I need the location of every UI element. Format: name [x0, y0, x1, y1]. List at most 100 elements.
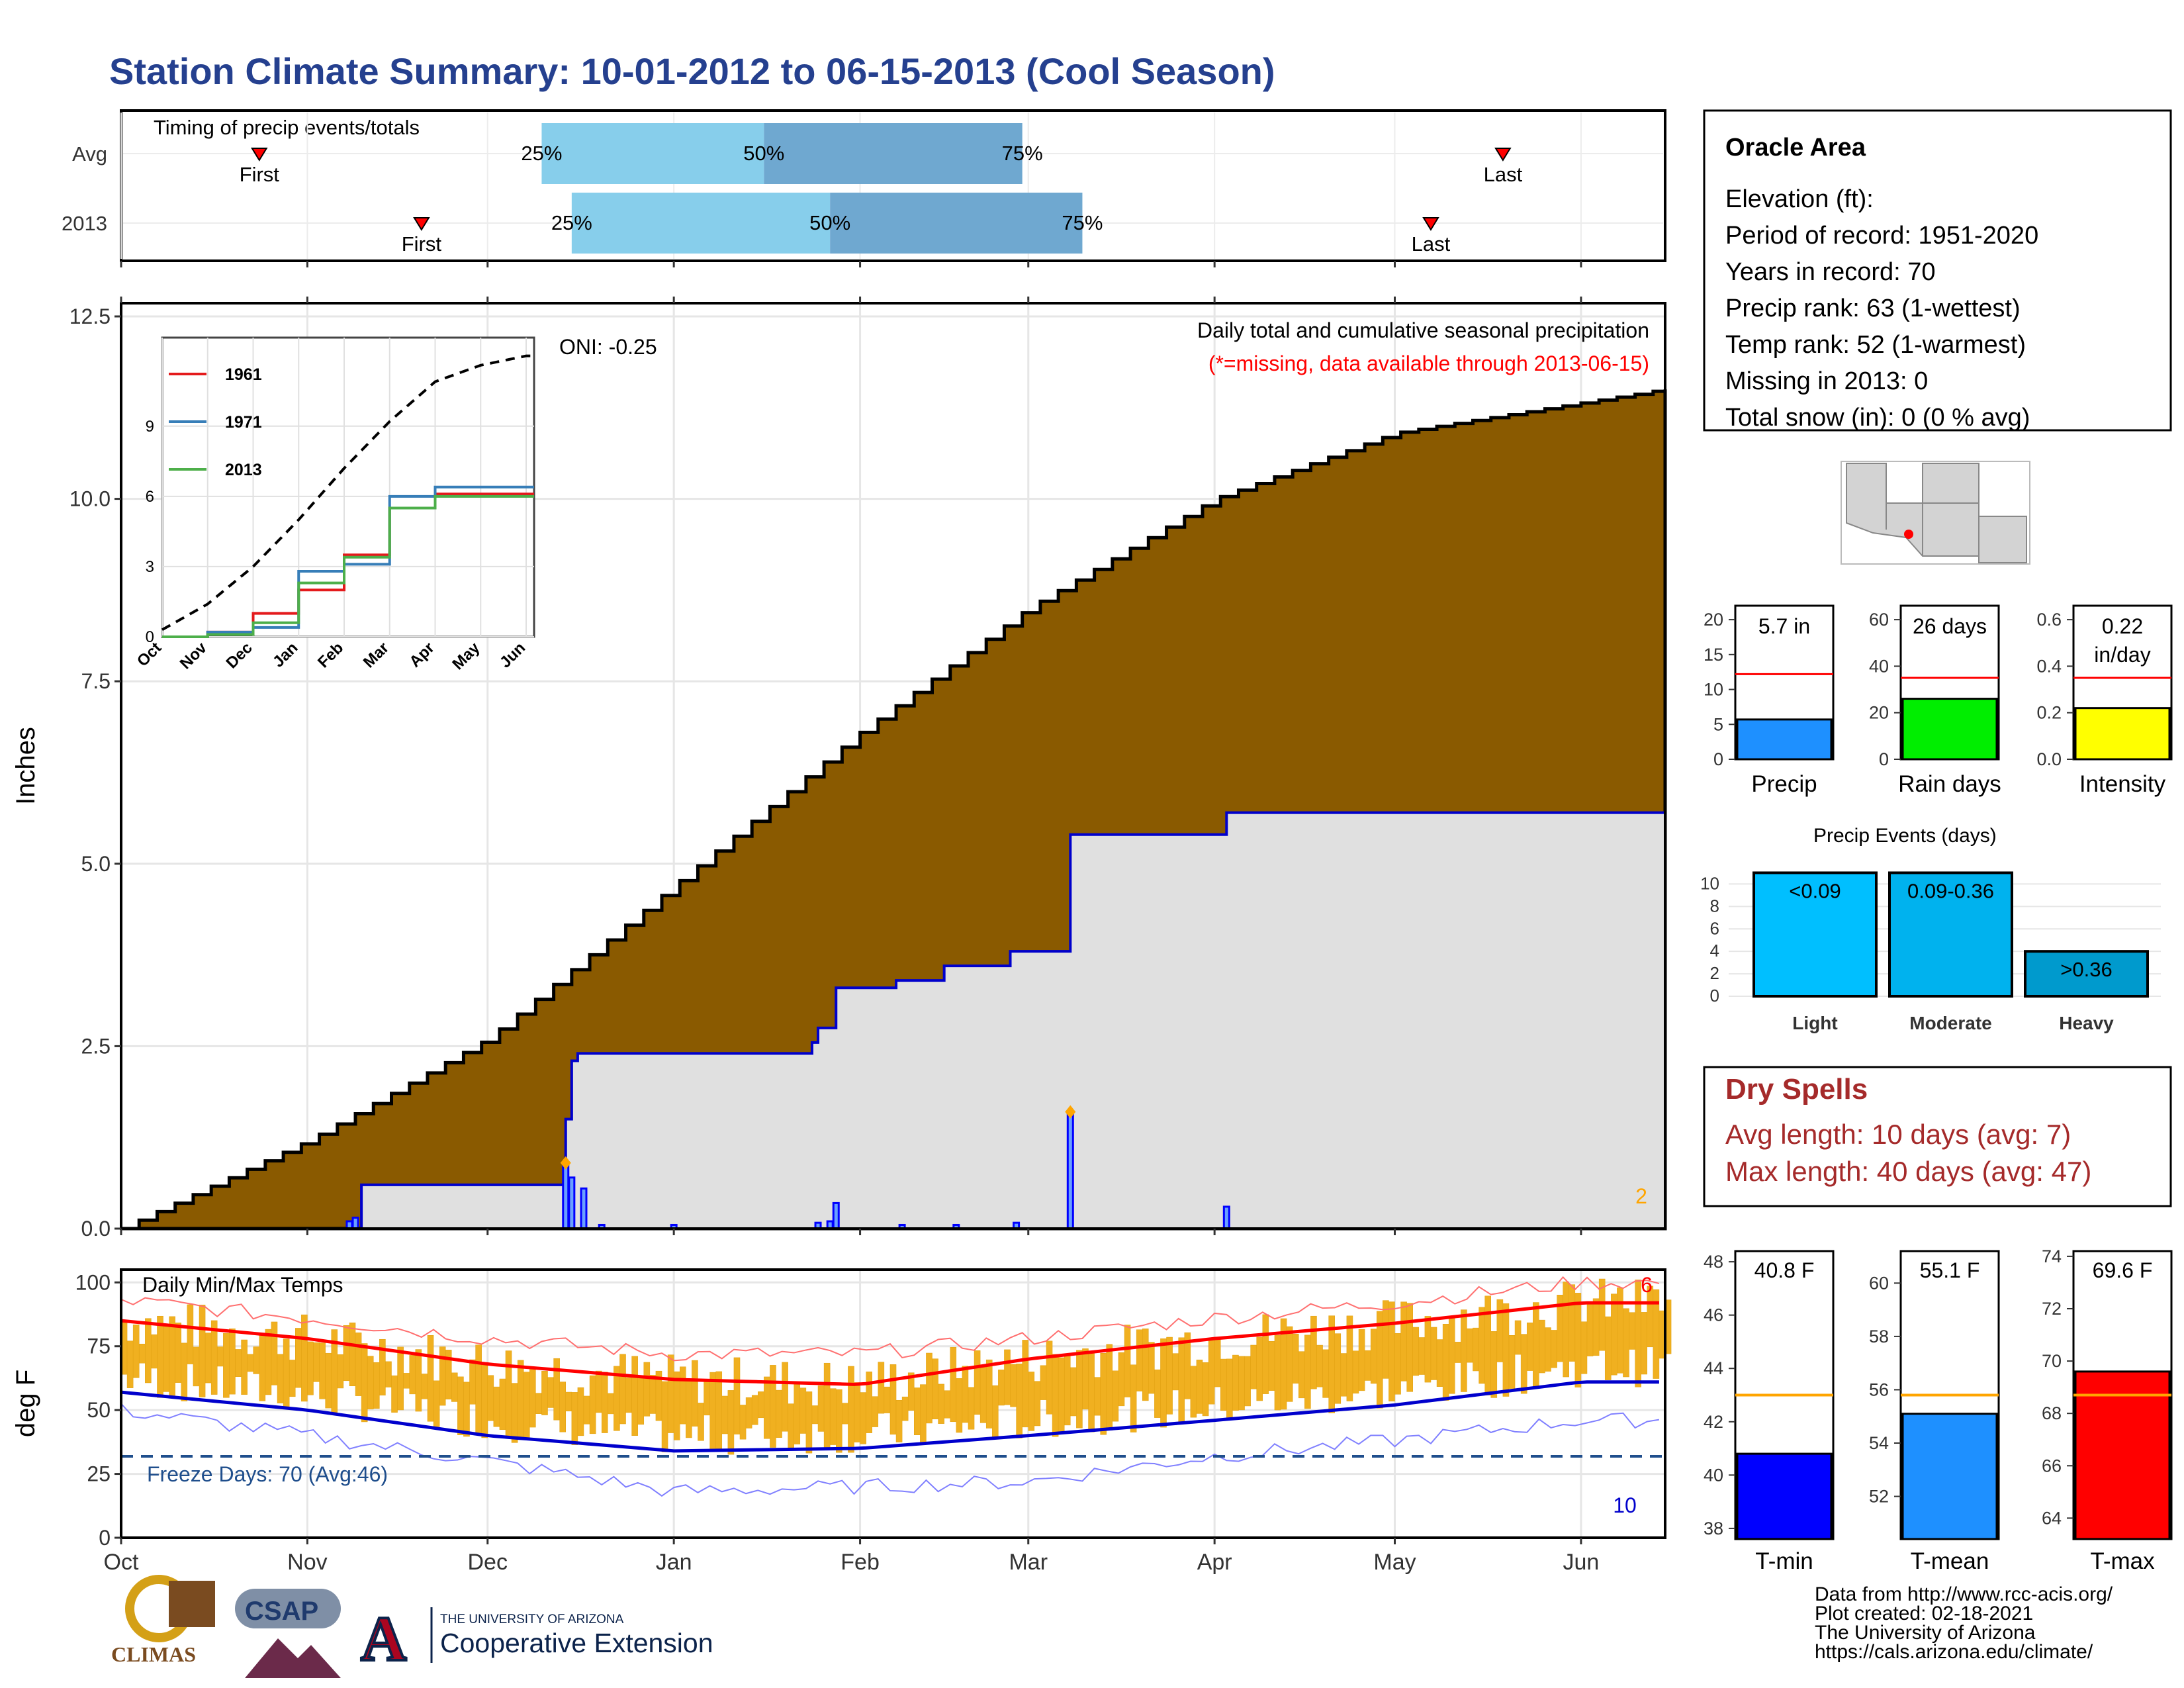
temp-daily-bar: [764, 1376, 770, 1439]
temp-daily-bar: [1046, 1340, 1053, 1415]
precip-event-bar: [1888, 871, 2013, 998]
temp-daily-bar: [799, 1387, 807, 1434]
temp-daily-bar: [439, 1346, 446, 1406]
temp-daily-bar: [126, 1340, 134, 1388]
temp-summary-y-tick-label: 38: [1704, 1519, 1723, 1538]
events-y-tick-label: 8: [1710, 896, 1719, 915]
temp-x-tick-label: Apr: [1197, 1550, 1232, 1575]
avg-low-line: [120, 1380, 1659, 1453]
precip-event-bar: [1752, 871, 1878, 998]
temp-daily-bar: [1220, 1358, 1227, 1411]
precip-event-bar-text: >0.36: [2060, 958, 2112, 981]
temp-daily-bar: [535, 1393, 542, 1414]
summary-y-tick-label: 0.2: [2036, 703, 2062, 723]
ua-logo: A THE UNIVERSITY OF ARIZONA Cooperative …: [359, 1602, 713, 1675]
temp-daily-bar: [1094, 1377, 1101, 1416]
temp-daily-bar: [1442, 1324, 1449, 1401]
precip-events-chart: Precip Events (days) 0 24 6 8 10 <0.09 Light 0.…: [1700, 825, 2161, 1033]
temp-summary-y-tick-label: 42: [1704, 1412, 1723, 1432]
temp-daily-bar: [223, 1333, 230, 1398]
temp-daily-bar: [848, 1366, 854, 1453]
summary-y-tick-label: 20: [1869, 703, 1889, 723]
temp-daily-bar: [1268, 1340, 1275, 1391]
dry-spells-box: Dry Spells Avg length: 10 days (avg: 7) …: [1703, 1066, 2172, 1207]
cold-days-count: 10: [1613, 1493, 1637, 1517]
precip-frame-border: [120, 302, 1666, 1230]
temp-daily-bar: [487, 1375, 494, 1421]
temp-daily-bar: [169, 1316, 175, 1396]
dry-spells-avg: Avg length: 10 days (avg: 7): [1725, 1119, 2071, 1150]
temp-daily-bar: [415, 1349, 422, 1412]
temp-daily-bar: [1286, 1326, 1293, 1402]
temp-daily-bar: [1184, 1332, 1191, 1399]
temp-daily-bar: [1580, 1321, 1588, 1374]
inset-y-tick-label: 0: [146, 628, 154, 646]
temp-daily-bar: [1136, 1329, 1143, 1391]
footer-line-1: Data from http://www.rcc-acis.org/: [1815, 1583, 2113, 1605]
temp-daily-bar: [271, 1321, 278, 1385]
temp-daily-bar: [608, 1393, 614, 1415]
temp-daily-bar: [1340, 1353, 1347, 1397]
temp-daily-bar: [1334, 1333, 1342, 1404]
temp-daily-bar: [1244, 1356, 1251, 1407]
temp-summary-bar: [1901, 1413, 1998, 1540]
temp-daily-bar: [505, 1350, 512, 1437]
temp-daily-bar: [860, 1392, 866, 1444]
temp-daily-bar: [1076, 1350, 1083, 1429]
temp-daily-bar: [589, 1375, 596, 1434]
temp-daily-bar: [427, 1335, 434, 1422]
temp-daily-bar: [313, 1342, 320, 1382]
temp-daily-bar: [541, 1370, 548, 1415]
temp-daily-bar: [481, 1363, 488, 1438]
temp-daily-bar: [727, 1390, 735, 1455]
temp-daily-bar: [457, 1376, 464, 1435]
temp-daily-bar: [739, 1405, 747, 1440]
temp-summary-bar: [2074, 1370, 2171, 1540]
temp-daily-bar: [1142, 1328, 1149, 1401]
temp-daily-bar: [944, 1390, 950, 1419]
temp-daily-bar: [1274, 1335, 1281, 1411]
temp-summary-y-tick-label: 74: [2042, 1246, 2062, 1266]
station-info-frame: [1703, 109, 2172, 432]
temp-daily-bar: [1238, 1356, 1245, 1411]
temp-daily-bar: [475, 1344, 482, 1434]
temp-daily-bar: [829, 1388, 837, 1445]
temp-daily-bar: [559, 1382, 567, 1432]
temp-daily-bar: [145, 1318, 152, 1383]
temp-daily-bar: [1430, 1327, 1437, 1380]
temp-daily-bar: [325, 1352, 332, 1409]
precip-note-1: Daily total and cumulative seasonal prec…: [1197, 318, 1649, 342]
temp-daily-bar: [1250, 1344, 1257, 1389]
temp-daily-bar: [998, 1370, 1005, 1406]
temp-daily-bar: [361, 1343, 368, 1423]
page-title: Station Climate Summary: 10-01-2012 to 0…: [109, 50, 1275, 92]
locator-map: [1841, 461, 2030, 565]
timing-event-marker: [1422, 217, 1439, 231]
temp-x-tick-label: Oct: [104, 1550, 139, 1575]
station-elevation: Elevation (ft):: [1725, 185, 1874, 213]
temp-daily-bar: [1292, 1333, 1299, 1384]
inset-legend: 1961 1971 2013: [169, 365, 262, 479]
temp-daily-bar: [1406, 1303, 1413, 1392]
temp-daily-bar: [210, 1320, 218, 1395]
csap-logo: CSAP: [235, 1589, 341, 1678]
temp-daily-bar: [1569, 1284, 1576, 1362]
temp-daily-bar: [193, 1346, 200, 1387]
temp-daily-bar: [637, 1376, 645, 1425]
temp-daily-bar: [403, 1373, 410, 1389]
max-precip-marker: [560, 1156, 571, 1170]
temp-daily-bar: [625, 1377, 632, 1413]
temp-daily-bar: [301, 1314, 308, 1402]
temp-daily-bar: [1611, 1293, 1617, 1376]
timing-bar-upper: [830, 193, 1083, 254]
temp-daily-bar: [1100, 1353, 1107, 1435]
temp-summary-y-tick-label: 52: [1869, 1487, 1889, 1507]
summary-value-label: 26 days: [1913, 614, 1987, 638]
events-y-tick-label: 2: [1710, 963, 1719, 983]
inset-series-line: [162, 494, 534, 638]
temp-x-ticks: Oct Nov Dec Jan Feb Mar Apr May Jun: [104, 1538, 1599, 1575]
temp-daily-bar: [721, 1395, 729, 1434]
timing-panel: Timing of precip events/totals Avg 25% 50%…: [62, 109, 1666, 267]
temp-daily-bar: [842, 1403, 848, 1425]
